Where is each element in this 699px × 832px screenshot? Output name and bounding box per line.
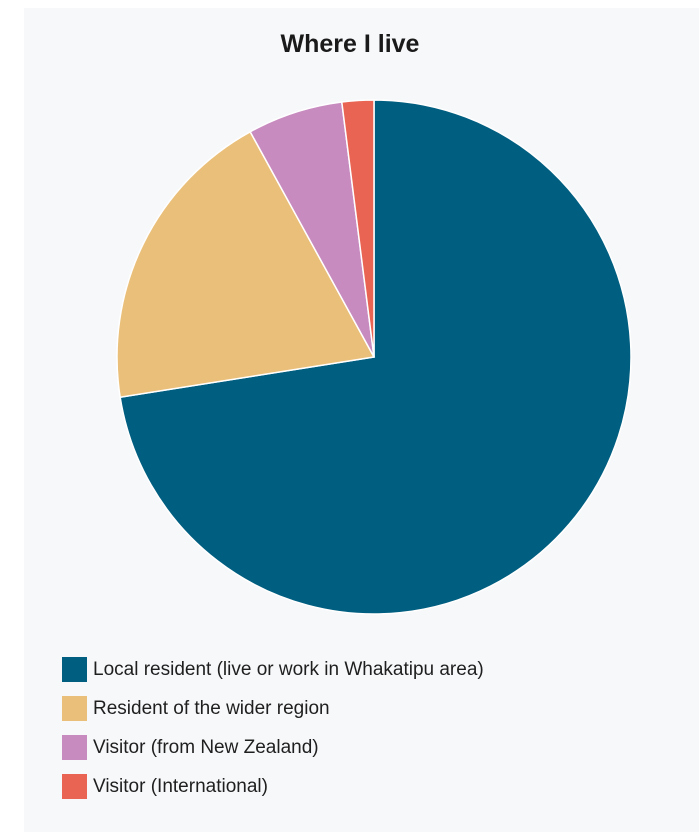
pie-slice [119,99,632,615]
legend-item: Visitor (International) [62,767,484,806]
legend-item: Visitor (from New Zealand) [62,728,484,767]
legend-swatch [62,696,87,721]
legend-swatch [62,774,87,799]
pie-chart [116,99,632,615]
legend-label: Visitor (from New Zealand) [93,736,319,758]
legend-label: Local resident (live or work in Whakatip… [93,658,484,680]
legend-item: Resident of the wider region [62,689,484,728]
chart-title: Where I live [280,30,420,58]
legend-label: Visitor (International) [93,775,268,797]
pie-slice [116,130,376,399]
legend-swatch [62,735,87,760]
pie-slice [340,99,375,358]
legend-swatch [62,657,87,682]
legend-label: Resident of the wider region [93,697,330,719]
legend: Local resident (live or work in Whakatip… [62,650,484,806]
legend-item: Local resident (live or work in Whakatip… [62,650,484,689]
